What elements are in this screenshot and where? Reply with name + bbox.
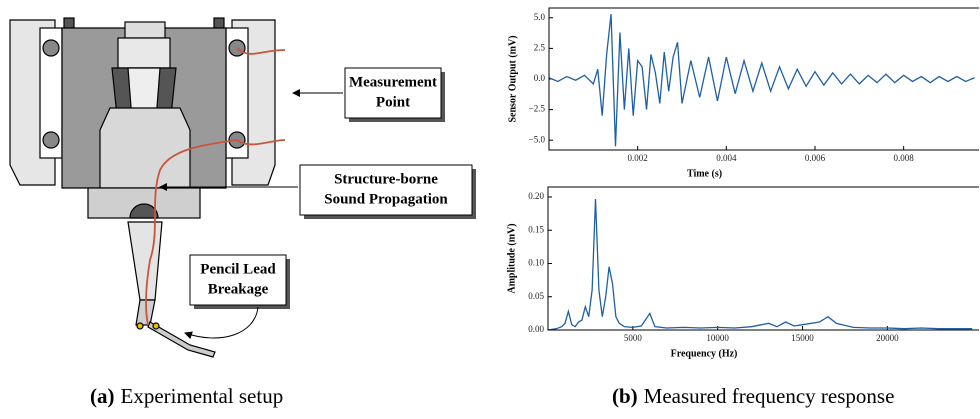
y-tick-label: 5.0 (534, 12, 546, 22)
x-tick-label: 0.004 (716, 153, 737, 163)
x-tick-label: 5000 (624, 333, 643, 343)
callout-text: Sound Propagation (324, 191, 448, 207)
setup-diagram (9, 17, 286, 358)
caption-label: (a) (90, 384, 115, 408)
y-tick-label: 0.20 (528, 191, 544, 201)
arrow (184, 306, 259, 340)
y-tick-label: −2.5 (529, 104, 546, 114)
x-tick-label: 15000 (791, 333, 814, 343)
x-axis-label: Frequency (Hz) (671, 348, 738, 359)
y-tick-label: 2.5 (534, 42, 546, 52)
caption-text: Measured frequency response (644, 384, 895, 408)
plot-frame (547, 186, 979, 331)
y-tick-label: 0.05 (528, 291, 544, 301)
y-tick-label: 0.0 (534, 73, 546, 83)
callout-text: Structure-borne (334, 171, 438, 187)
data-line (547, 198, 973, 331)
caption-text: Experimental setup (121, 384, 284, 408)
callout-box (189, 254, 287, 306)
callouts: Measurement Point Structure-borne Sound … (159, 67, 476, 340)
callout-text: Breakage (208, 281, 269, 297)
y-axis-label: Sensor Output (mV) (507, 35, 518, 122)
y-tick-label: 0.15 (528, 224, 544, 234)
callout-text: Measurement (349, 74, 437, 90)
caption: (b) Measured frequency response (612, 384, 894, 408)
y-tick-label: 0.10 (528, 258, 544, 268)
data-line (548, 14, 975, 147)
x-tick-label: 0.008 (894, 153, 915, 163)
caption: (a) Experimental setup (90, 384, 283, 408)
x-tick-label: 0.002 (628, 153, 648, 163)
callout-text: Point (376, 94, 410, 110)
x-tick-label: 10000 (706, 333, 729, 343)
y-tick-label: 0.00 (528, 324, 544, 334)
plot-frame (548, 7, 979, 151)
x-tick-label: 0.006 (805, 153, 826, 163)
y-axis-label: Amplitude (mV) (506, 223, 517, 293)
callout-box (299, 164, 473, 216)
x-tick-label: 20000 (876, 333, 899, 343)
caption-label: (b) (612, 384, 638, 408)
callout-text: Pencil Lead (200, 261, 276, 277)
callout-box (344, 67, 442, 119)
y-tick-label: −5.0 (529, 134, 546, 144)
x-axis-label: Time (s) (687, 168, 722, 179)
